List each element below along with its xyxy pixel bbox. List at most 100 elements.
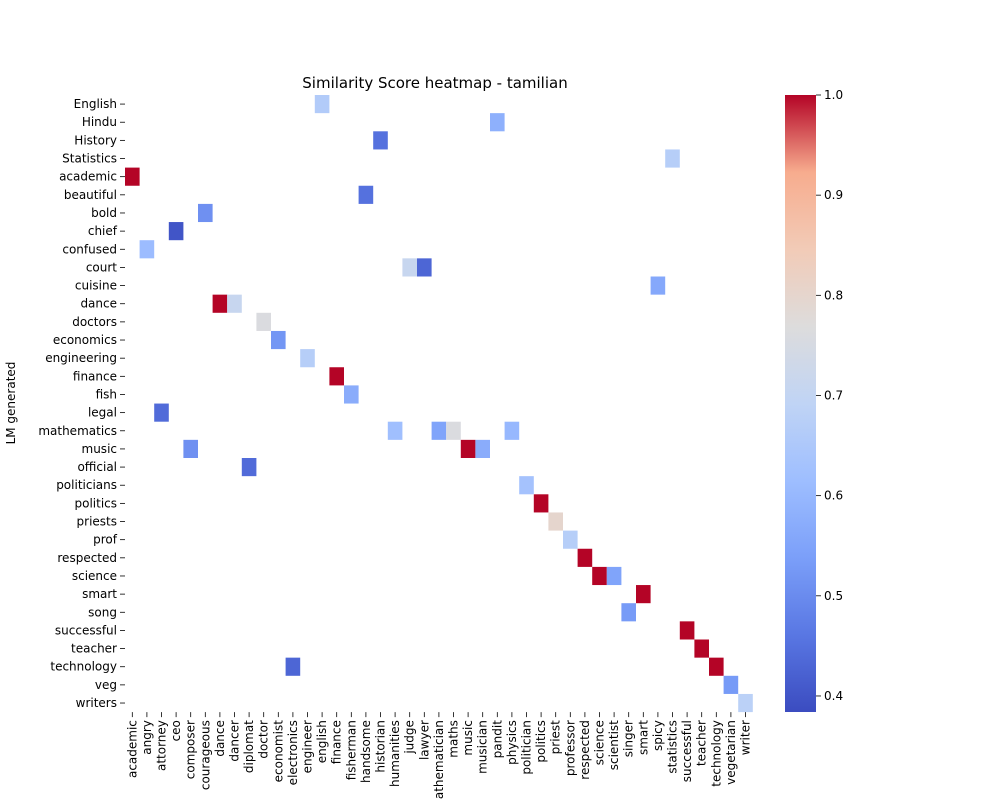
y-tick-label: English <box>74 97 117 111</box>
heatmap-cell <box>212 294 228 313</box>
heatmap-cell <box>358 185 374 204</box>
x-tick-label: respected <box>578 720 592 780</box>
x-tick-label: musician <box>476 720 490 774</box>
x-tick-label: courageous <box>198 720 212 790</box>
y-tick-label: teacher <box>71 642 117 656</box>
y-tick-label: Statistics <box>62 152 117 166</box>
y-tick-label: beautiful <box>64 188 117 202</box>
x-tick-label: scientist <box>607 720 621 770</box>
heatmap-cell <box>694 639 709 658</box>
x-tick-label: doctor <box>257 720 271 759</box>
colorbar-tick-label: 0.4 <box>824 689 843 703</box>
y-tick-label: confused <box>62 242 117 256</box>
x-tick-label: pandit <box>490 720 504 759</box>
y-tick-label: finance <box>73 369 117 383</box>
heatmap-cell <box>563 530 578 549</box>
heatmap-cell <box>446 421 461 440</box>
x-tick-label: writer <box>739 720 753 755</box>
x-tick-label: music <box>461 720 475 755</box>
heatmap-cell <box>533 494 549 513</box>
heatmap-cell <box>125 167 140 186</box>
heatmap-cell <box>431 421 447 440</box>
x-tick-label: english <box>315 720 329 763</box>
y-tick-label: prof <box>93 533 118 547</box>
heatmap-cell <box>329 367 344 386</box>
y-tick-label: chief <box>88 224 118 238</box>
y-tick-label: History <box>74 133 117 147</box>
y-tick-label: successful <box>55 623 117 637</box>
y-tick-label: priests <box>77 515 117 529</box>
heatmap-cell <box>387 421 403 440</box>
x-tick-label: lawyer <box>417 720 431 760</box>
heatmap-cell <box>636 585 651 604</box>
x-tick-label: science <box>593 720 607 765</box>
y-tick-label: fish <box>96 387 117 401</box>
heatmap-cell <box>460 439 476 458</box>
colorbar: 0.4 0.5 0.6 0.7 0.8 0.9 1.0 <box>785 88 843 712</box>
heatmap-cell <box>139 240 155 259</box>
colorbar-tick-label: 0.9 <box>824 188 843 202</box>
heatmap-cell <box>373 131 388 150</box>
y-tick-label: song <box>88 605 117 619</box>
x-tick-label: physics <box>505 720 519 765</box>
heatmap-cell <box>198 203 213 223</box>
y-axis-label: LM generated <box>4 362 18 445</box>
heatmap-cell <box>621 603 636 622</box>
heatmap-cell <box>300 349 315 368</box>
heatmap-cell <box>344 385 359 404</box>
x-tick-label: mathematician <box>432 720 446 800</box>
y-tick-label: science <box>72 569 117 583</box>
heatmap-cell <box>271 330 286 350</box>
y-tick-label: mathematics <box>38 424 117 438</box>
y-tick-label: respected <box>57 551 117 565</box>
y-tick-label: writers <box>76 696 117 710</box>
y-tick-label: legal <box>88 406 117 420</box>
heatmap-cell <box>738 693 753 713</box>
y-axis: English Hindu History Statistics academic bea… <box>38 97 125 710</box>
y-tick-label: doctors <box>72 315 117 329</box>
heatmap-cell <box>490 113 505 132</box>
x-tick-label: attorney <box>155 720 169 771</box>
heatmap-cell <box>314 95 330 114</box>
heatmap-cell <box>256 312 271 331</box>
heatmap-cell <box>285 657 301 676</box>
x-tick-label: ceo <box>169 720 183 741</box>
colorbar-tick-label: 1.0 <box>824 88 843 102</box>
x-tick-label: spicy <box>651 720 665 751</box>
heatmap-cell <box>606 566 622 586</box>
heatmap-cell <box>227 294 242 313</box>
y-tick-label: engineering <box>45 351 117 365</box>
x-tick-label: angry <box>140 720 154 755</box>
y-tick-label: smart <box>82 587 117 601</box>
x-tick-label: humanities <box>388 720 402 787</box>
heatmap-cell <box>475 439 490 458</box>
y-tick-label: economics <box>53 333 117 347</box>
x-tick-label: historian <box>374 720 388 772</box>
heatmap-cell <box>709 657 724 676</box>
x-tick-label: engineer <box>301 720 315 773</box>
y-tick-label: official <box>77 460 117 474</box>
heatmap-cell <box>650 276 666 295</box>
x-axis: academic angry attorney ceo composer courageo… <box>125 712 753 800</box>
x-tick-label: statistics <box>666 720 680 774</box>
x-tick-label: teacher <box>695 720 709 766</box>
x-tick-label: dancer <box>228 720 242 762</box>
colorbar-tick-label: 0.8 <box>824 288 843 302</box>
x-tick-label: academic <box>125 720 139 778</box>
colorbar-tick-label: 0.6 <box>824 489 843 503</box>
x-tick-label: professor <box>563 720 577 776</box>
x-tick-label: handsome <box>359 720 373 783</box>
x-tick-label: fisherman <box>344 720 358 780</box>
x-tick-label: singer <box>622 720 636 757</box>
x-tick-label: successful <box>680 720 694 782</box>
colorbar-gradient <box>785 95 816 712</box>
x-tick-label: judge <box>403 720 417 755</box>
heatmap-cell <box>548 512 563 531</box>
x-tick-label: electronics <box>286 720 300 785</box>
x-tick-label: vegetarian <box>724 720 738 785</box>
heatmap-cell <box>504 421 520 440</box>
heatmap-cell <box>665 149 680 168</box>
heatmap-cell <box>519 476 534 495</box>
heatmap-cell <box>183 439 198 458</box>
